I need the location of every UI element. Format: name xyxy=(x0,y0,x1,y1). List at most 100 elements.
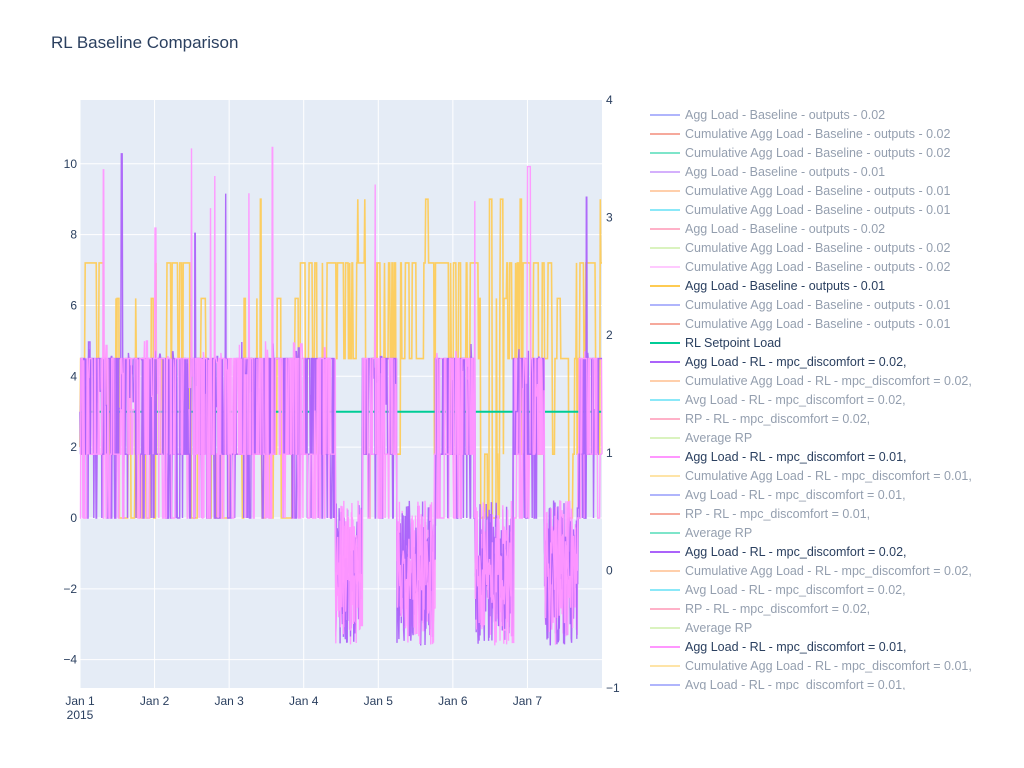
y2-tick-label: 1 xyxy=(606,446,613,460)
legend-label: Cumulative Agg Load - Baseline - outputs… xyxy=(685,202,951,217)
y-tick-label: −4 xyxy=(63,653,77,667)
legend-label: Cumulative Agg Load - RL - mpc_discomfor… xyxy=(685,373,972,388)
legend-item[interactable]: Cumulative Agg Load - RL - mpc_discomfor… xyxy=(648,561,972,580)
x-tick-label: Jan 7 xyxy=(513,694,543,708)
legend: Agg Load - Baseline - outputs - 0.02 Cumu… xyxy=(648,104,1024,690)
legend-label: Cumulative Agg Load - Baseline - outputs… xyxy=(685,316,951,331)
legend-swatch xyxy=(650,246,680,249)
y-tick-label: 6 xyxy=(70,298,77,312)
legend-swatch xyxy=(650,303,680,306)
legend-swatch xyxy=(650,493,680,496)
y2-tick-label: 4 xyxy=(606,93,613,107)
legend-label: Average RP xyxy=(685,430,753,445)
legend-swatch xyxy=(650,550,680,553)
legend-swatch xyxy=(650,170,680,173)
legend-item[interactable]: Average RP xyxy=(648,618,752,637)
legend-swatch xyxy=(650,322,680,325)
legend-label: Cumulative Agg Load - RL - mpc_discomfor… xyxy=(685,563,972,578)
legend-swatch xyxy=(650,512,680,515)
legend-item[interactable]: Average RP xyxy=(648,428,752,447)
legend-swatch xyxy=(650,189,680,192)
legend-item[interactable]: Cumulative Agg Load - RL - mpc_discomfor… xyxy=(648,656,972,675)
legend-item[interactable]: Cumulative Agg Load - Baseline - outputs… xyxy=(648,200,950,219)
legend-item[interactable]: Agg Load - RL - mpc_discomfort = 0.01, xyxy=(648,637,907,656)
legend-swatch xyxy=(650,208,680,211)
legend-swatch xyxy=(650,607,680,610)
legend-label: Agg Load - Baseline - outputs - 0.01 xyxy=(685,278,886,293)
y-tick-label: 4 xyxy=(70,369,77,383)
legend-label: Cumulative Agg Load - Baseline - outputs… xyxy=(685,297,951,312)
y-tick-label: 8 xyxy=(70,228,77,242)
legend-item[interactable]: Cumulative Agg Load - RL - mpc_discomfor… xyxy=(648,466,972,485)
legend-swatch xyxy=(650,360,680,363)
legend-swatch xyxy=(650,626,680,629)
legend-item[interactable]: Cumulative Agg Load - Baseline - outputs… xyxy=(648,314,950,333)
legend-label: Agg Load - RL - mpc_discomfort = 0.02, xyxy=(685,354,907,369)
y-tick-label: 0 xyxy=(70,511,77,525)
legend-item[interactable]: Cumulative Agg Load - Baseline - outputs… xyxy=(648,257,950,276)
legend-item[interactable]: Average RP xyxy=(648,523,752,542)
legend-item[interactable]: Agg Load - Baseline - outputs - 0.01 xyxy=(648,162,885,181)
legend-swatch xyxy=(650,113,680,116)
legend-label: Cumulative Agg Load - Baseline - outputs… xyxy=(685,145,951,160)
legend-swatch xyxy=(650,417,680,420)
legend-item[interactable]: Avg Load - RL - mpc_discomfort = 0.01, xyxy=(648,675,906,690)
legend-swatch xyxy=(650,398,680,401)
legend-label: Agg Load - RL - mpc_discomfort = 0.02, xyxy=(685,544,907,559)
legend-swatch xyxy=(650,132,680,135)
legend-label: Cumulative Agg Load - Baseline - outputs… xyxy=(685,240,951,255)
x-tick-label: Jan 3 xyxy=(214,694,244,708)
legend-item[interactable]: Agg Load - Baseline - outputs - 0.02 xyxy=(648,219,885,238)
legend-swatch xyxy=(650,379,680,382)
legend-item[interactable]: Cumulative Agg Load - Baseline - outputs… xyxy=(648,181,950,200)
legend-item[interactable]: Agg Load - RL - mpc_discomfort = 0.02, xyxy=(648,352,907,371)
legend-item[interactable]: Cumulative Agg Load - Baseline - outputs… xyxy=(648,124,950,143)
legend-label: RP - RL - mpc_discomfort = 0.02, xyxy=(685,411,871,426)
legend-label: Average RP xyxy=(685,620,753,635)
legend-swatch xyxy=(650,436,680,439)
legend-label: Agg Load - Baseline - outputs - 0.02 xyxy=(685,221,886,236)
legend-label: Avg Load - RL - mpc_discomfort = 0.02, xyxy=(685,582,906,597)
legend-item[interactable]: Agg Load - Baseline - outputs - 0.01 xyxy=(648,276,885,295)
y-tick-label: −2 xyxy=(63,582,77,596)
legend-label: Cumulative Agg Load - Baseline - outputs… xyxy=(685,259,951,274)
legend-item[interactable]: Cumulative Agg Load - Baseline - outputs… xyxy=(648,143,950,162)
legend-swatch xyxy=(650,588,680,591)
y-tick-label: 10 xyxy=(64,157,78,171)
legend-label: Average RP xyxy=(685,525,753,540)
legend-item[interactable]: Agg Load - RL - mpc_discomfort = 0.01, xyxy=(648,447,907,466)
legend-label: RP - RL - mpc_discomfort = 0.01, xyxy=(685,506,871,521)
legend-item[interactable]: Agg Load - RL - mpc_discomfort = 0.02, xyxy=(648,542,907,561)
legend-swatch xyxy=(650,531,680,534)
legend-label: Agg Load - Baseline - outputs - 0.02 xyxy=(685,107,886,122)
x-tick-label: Jan 6 xyxy=(438,694,468,708)
legend-item[interactable]: Cumulative Agg Load - Baseline - outputs… xyxy=(648,238,950,257)
legend-label: RP - RL - mpc_discomfort = 0.02, xyxy=(685,601,871,616)
legend-swatch xyxy=(650,664,680,667)
legend-item[interactable]: RL Setpoint Load xyxy=(648,333,781,352)
legend-swatch xyxy=(650,645,680,648)
legend-item[interactable]: Avg Load - RL - mpc_discomfort = 0.02, xyxy=(648,580,906,599)
legend-item[interactable]: RP - RL - mpc_discomfort = 0.02, xyxy=(648,409,870,428)
x-tick-label: Jan 4 xyxy=(289,694,319,708)
legend-label: Agg Load - RL - mpc_discomfort = 0.01, xyxy=(685,449,907,464)
series-line-rl-3 xyxy=(79,146,602,645)
legend-swatch xyxy=(650,455,680,458)
legend-item[interactable]: Cumulative Agg Load - RL - mpc_discomfor… xyxy=(648,371,972,390)
legend-swatch xyxy=(650,683,680,686)
x-tick-label: Jan 1 xyxy=(65,694,95,708)
y2-tick-label: 3 xyxy=(606,211,613,225)
y-tick-label: 2 xyxy=(70,440,77,454)
x-tick-label: Jan 5 xyxy=(364,694,394,708)
legend-item[interactable]: RP - RL - mpc_discomfort = 0.02, xyxy=(648,599,870,618)
legend-item[interactable]: RP - RL - mpc_discomfort = 0.01, xyxy=(648,504,870,523)
legend-item[interactable]: Agg Load - Baseline - outputs - 0.02 xyxy=(648,105,885,124)
y2-tick-label: 0 xyxy=(606,563,613,577)
legend-item[interactable]: Avg Load - RL - mpc_discomfort = 0.01, xyxy=(648,485,906,504)
legend-label: Avg Load - RL - mpc_discomfort = 0.01, xyxy=(685,677,906,691)
legend-item[interactable]: Avg Load - RL - mpc_discomfort = 0.02, xyxy=(648,390,906,409)
legend-label: RL Setpoint Load xyxy=(685,335,782,350)
legend-item[interactable]: Cumulative Agg Load - Baseline - outputs… xyxy=(648,295,950,314)
legend-label: Agg Load - Baseline - outputs - 0.01 xyxy=(685,164,886,179)
